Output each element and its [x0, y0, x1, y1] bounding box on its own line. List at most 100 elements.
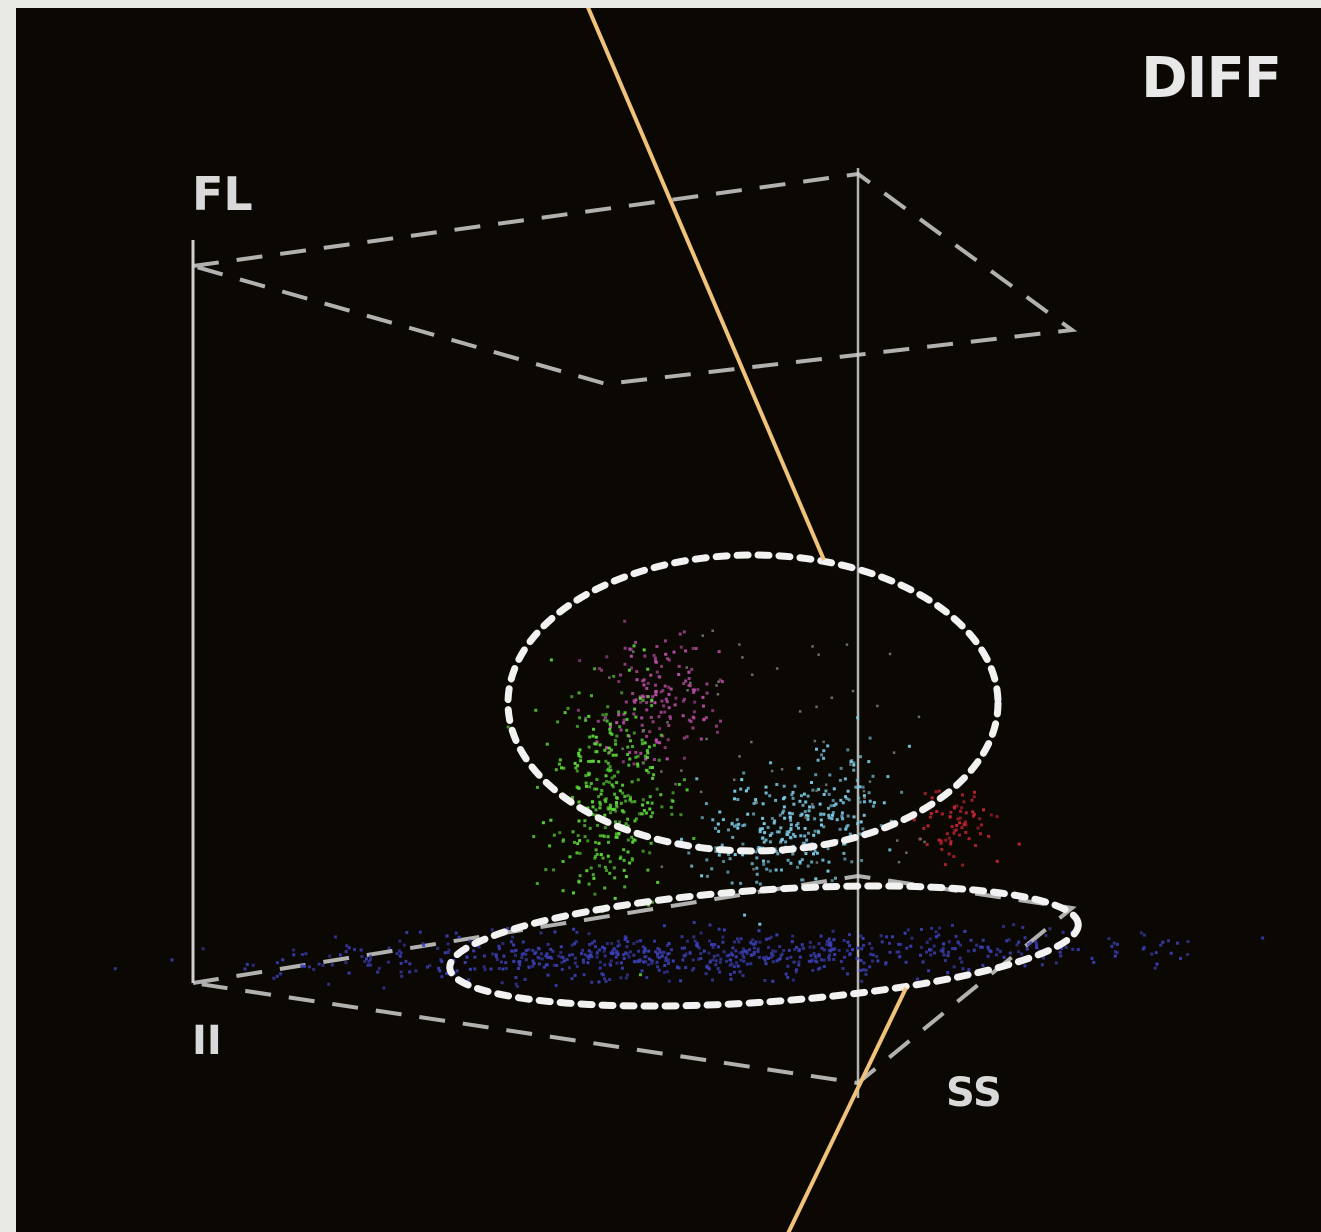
population-3-point [863, 800, 866, 804]
population-2-point [590, 800, 594, 804]
population-5-point [757, 929, 761, 933]
population-5-point [334, 935, 337, 939]
population-2-point [604, 759, 608, 763]
stray-point [862, 789, 866, 793]
population-5-point [816, 967, 820, 971]
population-5-point [998, 949, 1002, 953]
population-1-point [679, 645, 683, 649]
population-1-point [609, 725, 612, 729]
population-2-point [615, 734, 619, 738]
population-5-point [928, 948, 931, 952]
population-2-point [591, 813, 594, 816]
population-4-point [967, 837, 971, 841]
population-5-point [304, 952, 308, 956]
population-5-point [602, 949, 606, 953]
population-2-point [615, 805, 619, 809]
population-2-point [650, 801, 654, 805]
population-5-point [515, 985, 519, 988]
population-3-point [769, 761, 773, 765]
population-1-point [692, 710, 696, 714]
population-2-point [677, 783, 681, 786]
population-3-point [763, 831, 767, 835]
population-2-point [575, 769, 579, 773]
population-5-point [537, 947, 541, 951]
population-1-point [623, 646, 627, 650]
population-4-point [987, 834, 991, 838]
population-1-point [622, 718, 626, 722]
plot-frame: FL II SS DIFF [16, 8, 1321, 1232]
population-5-point [571, 953, 574, 956]
population-4-point [949, 842, 953, 846]
population-5-point [736, 964, 740, 968]
population-5-point [1002, 955, 1006, 959]
population-5-point [650, 959, 654, 963]
population-5-point [589, 951, 593, 955]
stray-point [811, 803, 814, 806]
population-1-point [661, 689, 665, 692]
population-2-point [613, 739, 617, 743]
population-3-point [839, 766, 843, 770]
population-3-point [739, 881, 743, 885]
population-5-point [1023, 964, 1027, 968]
population-5-point [910, 936, 914, 940]
population-5-point [680, 935, 684, 939]
population-5-point [898, 954, 902, 958]
population-1-point [649, 673, 653, 677]
population-2-point [622, 848, 626, 852]
population-5-point [611, 952, 614, 955]
population-5-point [1029, 941, 1033, 945]
population-2-point [651, 811, 655, 815]
stray-point [813, 739, 817, 743]
gates [446, 551, 1082, 1010]
population-3-point [710, 867, 714, 871]
population-5-point [790, 940, 794, 944]
population-3-point [717, 853, 721, 857]
population-3-point [797, 826, 800, 830]
population-5-point [775, 933, 779, 937]
population-2-point [588, 785, 592, 789]
population-5-point [1186, 940, 1190, 944]
population-5-point [820, 958, 823, 962]
population-3-point [792, 802, 796, 806]
population-3-point [704, 802, 708, 806]
population-5-point [281, 958, 285, 962]
population-2-point [556, 720, 560, 724]
population-5-point [447, 948, 451, 952]
population-2-point [566, 706, 570, 710]
population-5-point [532, 962, 536, 965]
stray-point [897, 860, 901, 864]
population-2-point [615, 803, 618, 807]
population-1-point [623, 662, 627, 666]
population-3-point [756, 846, 760, 850]
population-5-point [317, 962, 321, 966]
population-5-point [827, 955, 831, 959]
population-5-point [598, 960, 602, 964]
population-3-point [827, 816, 831, 820]
population-5-point [731, 953, 735, 957]
population-5-point [741, 974, 745, 978]
population-3-point [741, 842, 745, 846]
population-3-point [768, 833, 772, 837]
population-5-point [946, 971, 950, 975]
population-5-point [972, 949, 976, 953]
population-2-point [605, 719, 609, 723]
population-2-point [614, 753, 618, 757]
population-3-point [827, 806, 830, 810]
population-3-point [781, 811, 785, 815]
population-5-point [784, 972, 788, 976]
population-2-point [541, 821, 545, 825]
population-5-point [642, 960, 646, 964]
population-5-point [904, 960, 908, 964]
population-5-point [1040, 963, 1044, 967]
population-3-point [782, 784, 786, 788]
population-5-point [612, 947, 616, 951]
population-1-point [641, 695, 645, 699]
population-5-point [819, 934, 823, 938]
population-5-point [774, 949, 777, 953]
population-2-point [560, 766, 563, 770]
population-2-point [645, 811, 648, 815]
population-2-point [625, 717, 629, 721]
population-2-point [647, 745, 651, 749]
stray-point [660, 865, 664, 868]
population-5-point [1261, 936, 1265, 940]
